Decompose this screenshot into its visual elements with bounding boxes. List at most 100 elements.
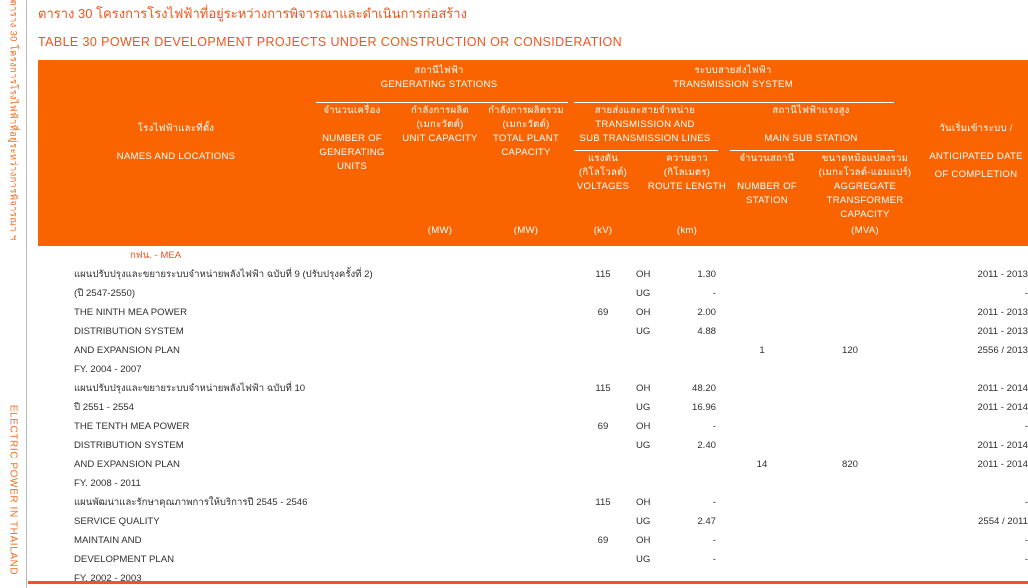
table-row: กฟน. - MEA xyxy=(38,246,1028,265)
row-cell-voltage: 69 xyxy=(597,307,609,318)
header-col-names-and-locations: โรงไฟฟ้าและที่ตั้ง NAMES AND LOCATIONS xyxy=(116,123,236,162)
row-cell-completion-date: 2011 - 2013 xyxy=(977,326,1028,337)
rule-generating-stations xyxy=(316,102,568,103)
left-margin-rail: ตาราง 30 โครงการโรงไฟฟ้าที่อยู่ระหว่างกา… xyxy=(0,0,27,588)
header-total-capacity-uom: (MW) xyxy=(513,225,539,236)
row-cell-completion-date: 2556 / 2013 xyxy=(977,345,1028,356)
table-row: FY. 2002 - 2003 xyxy=(38,569,1028,588)
row-cell-number-of-station: 14 xyxy=(756,459,768,470)
table-header: สถานีไฟฟ้า GENERATING STATIONS ระบบสายส่… xyxy=(38,60,1028,246)
row-cell-completion-date: 2011 - 2013 xyxy=(977,269,1028,280)
row-cell-name: แผนปรับปรุงและขยายระบบจำหน่ายพลังไฟฟ้า ฉ… xyxy=(74,269,373,280)
table-row: SERVICE QUALITY UG 2.47 2554 / 2011 xyxy=(38,512,1028,531)
table-row: THE TENTH MEA POWER 69 OH - - xyxy=(38,417,1028,436)
rail-thai-label: ตาราง 30 โครงการโรงไฟฟ้าที่อยู่ระหว่างกา… xyxy=(7,0,19,241)
row-cell-completion-date: - xyxy=(1024,497,1028,508)
table-row: ปี 2551 - 2554 UG 16.96 2011 - 2014 xyxy=(38,398,1028,417)
row-cell-voltage: 69 xyxy=(597,421,609,432)
row-cell-line-type: UG xyxy=(636,440,651,451)
table-row: THE NINTH MEA POWER 69 OH 2.00 2011 - 2013 xyxy=(38,303,1028,322)
page-title-english: TABLE 30 POWER DEVELOPMENT PROJECTS UNDE… xyxy=(38,35,623,49)
header-col-voltages: แรงดัน (กิโลโวลต์) VOLTAGES xyxy=(576,153,630,192)
table-row: แผนปรับปรุงและขยายระบบจำหน่ายพลังไฟฟ้า ฉ… xyxy=(38,379,1028,398)
header-col-completion-date: วันเริ่มเข้าระบบ / ANTICIPATED DATE OF C… xyxy=(929,123,1023,180)
row-cell-completion-date: 2011 - 2014 xyxy=(977,440,1028,451)
row-cell-line-type: OH xyxy=(636,497,651,508)
row-cell-line-type: UG xyxy=(636,288,651,299)
rail-english-label: ELECTRIC POWER IN THAILAND xyxy=(7,404,19,576)
row-cell-route-length: 48.20 xyxy=(691,383,716,394)
rule-transmission-lines xyxy=(574,150,718,151)
row-cell-number-of-station: 1 xyxy=(759,345,765,356)
row-subheading: กฟน. - MEA xyxy=(130,250,182,261)
row-cell-completion-date: 2011 - 2014 xyxy=(977,402,1028,413)
table-row: FY. 2004 - 2007 xyxy=(38,360,1028,379)
table-body: กฟน. - MEA แผนปรับปรุงและขยายระบบจำหน่ายพ… xyxy=(38,246,1028,584)
header-transformer-capacity-uom: (MVA) xyxy=(851,225,879,236)
header-voltages-uom: (kV) xyxy=(593,225,613,236)
row-cell-name: FY. 2002 - 2003 xyxy=(74,573,142,584)
row-cell-line-type: OH xyxy=(636,307,651,318)
bottom-accent-bar xyxy=(28,581,1028,584)
header-unit-capacity-uom: (MW) xyxy=(427,225,453,236)
row-cell-name: แผนพัฒนาและรักษาคุณภาพการให้บริการปี 254… xyxy=(74,497,308,508)
row-cell-completion-date: - xyxy=(1024,288,1028,299)
header-route-length-uom: (km) xyxy=(676,225,698,236)
row-cell-line-type: OH xyxy=(636,535,651,546)
row-cell-route-length: 2.40 xyxy=(697,440,716,451)
row-cell-route-length: - xyxy=(712,288,716,299)
row-cell-name: AND EXPANSION PLAN xyxy=(74,459,180,470)
table-row: FY. 2008 - 2011 xyxy=(38,474,1028,493)
table-row: DISTRIBUTION SYSTEM UG 2.40 2011 - 2014 xyxy=(38,436,1028,455)
row-cell-route-length: - xyxy=(712,497,716,508)
header-group-transmission-lines: สายส่งและสายจำหน่าย TRANSMISSION AND SUB… xyxy=(579,105,711,144)
row-cell-completion-date: - xyxy=(1024,554,1028,565)
row-cell-route-length: - xyxy=(712,535,716,546)
row-cell-completion-date: - xyxy=(1024,535,1028,546)
row-cell-completion-date: 2011 - 2013 xyxy=(977,307,1028,318)
row-cell-route-length: 4.88 xyxy=(697,326,716,337)
row-cell-line-type: OH xyxy=(636,269,651,280)
row-cell-name: THE NINTH MEA POWER xyxy=(74,307,187,318)
header-col-unit-capacity: กำลังการผลิต (เมกะวัตต์) UNIT CAPACITY xyxy=(402,105,478,144)
table-row: แผนปรับปรุงและขยายระบบจำหน่ายพลังไฟฟ้า ฉ… xyxy=(38,265,1028,284)
row-cell-route-length: - xyxy=(712,421,716,432)
header-col-transformer-capacity: ขนาดหม้อแปลงรวม (เมกะโวลต์-แอมแปร์) AGGR… xyxy=(818,153,912,220)
row-cell-completion-date: 2011 - 2014 xyxy=(977,459,1028,470)
row-cell-transformer-capacity: 120 xyxy=(841,345,858,356)
row-cell-name: DISTRIBUTION SYSTEM xyxy=(74,440,184,451)
row-cell-voltage: 115 xyxy=(595,383,611,394)
row-cell-name: AND EXPANSION PLAN xyxy=(74,345,180,356)
header-group-generating-stations: สถานีไฟฟ้า GENERATING STATIONS xyxy=(380,65,498,90)
row-cell-route-length: 1.30 xyxy=(697,269,716,280)
row-cell-completion-date: 2011 - 2014 xyxy=(977,383,1028,394)
header-col-generating-units: จำนวนเครื่อง NUMBER OF GENERATING UNITS xyxy=(319,105,385,172)
row-cell-line-type: OH xyxy=(636,383,651,394)
row-cell-route-length: 2.47 xyxy=(697,516,716,527)
row-cell-line-type: UG xyxy=(636,516,651,527)
table-row: แผนพัฒนาและรักษาคุณภาพการให้บริการปี 254… xyxy=(38,493,1028,512)
table-row: AND EXPANSION PLAN 14 820 2011 - 2014 xyxy=(38,455,1028,474)
row-cell-name: SERVICE QUALITY xyxy=(74,516,160,527)
table-row: DEVELOPMENT PLAN UG - - xyxy=(38,550,1028,569)
row-cell-route-length: 2.00 xyxy=(697,307,716,318)
row-cell-voltage: 69 xyxy=(597,535,609,546)
header-group-transmission-system: ระบบสายส่งไฟฟ้า TRANSMISSION SYSTEM xyxy=(673,65,793,90)
row-cell-line-type: OH xyxy=(636,421,651,432)
page-title-thai: ตาราง 30 โครงการโรงไฟฟ้าที่อยู่ระหว่างกา… xyxy=(38,6,467,21)
row-cell-name: แผนปรับปรุงและขยายระบบจำหน่ายพลังไฟฟ้า ฉ… xyxy=(74,383,306,394)
row-cell-line-type: UG xyxy=(636,554,651,565)
row-cell-route-length: 16.96 xyxy=(691,402,716,413)
row-cell-line-type: UG xyxy=(636,326,651,337)
table-row: (ปี 2547-2550) UG - - xyxy=(38,284,1028,303)
row-cell-name: THE TENTH MEA POWER xyxy=(74,421,190,432)
header-col-number-of-station: จำนวนสถานี NUMBER OF STATION xyxy=(737,153,797,206)
row-cell-name: DEVELOPMENT PLAN xyxy=(74,554,175,565)
data-table: สถานีไฟฟ้า GENERATING STATIONS ระบบสายส่… xyxy=(38,60,1028,584)
table-row: MAINTAIN AND 69 OH - - xyxy=(38,531,1028,550)
row-cell-line-type: UG xyxy=(636,402,651,413)
header-col-route-length: ความยาว (กิโลเมตร) ROUTE LENGTH xyxy=(647,153,727,192)
row-cell-route-length: - xyxy=(712,554,716,565)
row-cell-voltage: 115 xyxy=(595,269,611,280)
